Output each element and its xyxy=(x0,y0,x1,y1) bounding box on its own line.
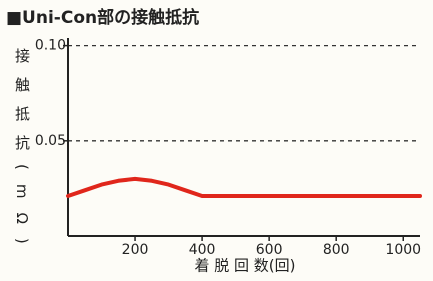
x-tick-label: 200 xyxy=(122,242,149,258)
x-tick-label: 600 xyxy=(256,242,283,258)
y-tick-label: 0.10 xyxy=(35,38,66,54)
page: {"chart_data": {"type": "line", "title":… xyxy=(0,0,433,281)
chart: ■Uni-Con部の接触抵抗 接触抵抗(mΩ) 着 脱 回 数(回) 0.05 0… xyxy=(0,0,433,281)
y-tick-label: 0.05 xyxy=(35,133,66,149)
y-axis-label: 接触抵抗(mΩ) xyxy=(13,48,31,258)
chart-title: ■Uni-Con部の接触抵抗 xyxy=(6,7,199,28)
x-tick-label: 1000 xyxy=(385,242,421,258)
x-tick-label: 400 xyxy=(189,242,216,258)
x-tick-label: 800 xyxy=(323,242,350,258)
x-axis-label: 着 脱 回 数(回) xyxy=(194,257,295,275)
